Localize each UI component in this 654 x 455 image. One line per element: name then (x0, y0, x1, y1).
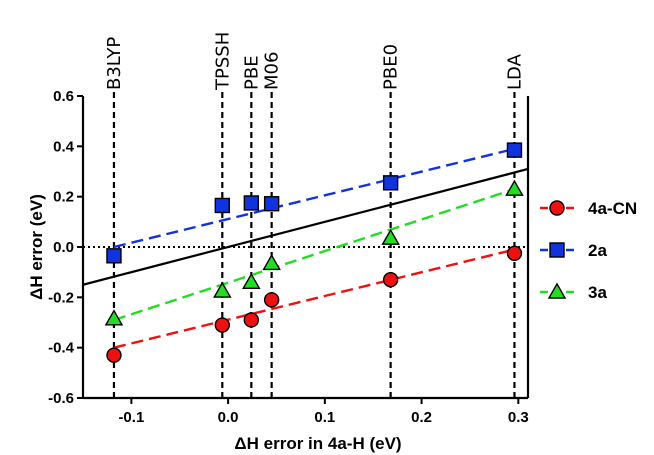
data-point-3a-1 (213, 281, 232, 298)
data-point-4a-cn-2 (243, 312, 260, 328)
fit-line-4a-cn (113, 248, 515, 349)
data-point-3a-4 (381, 228, 400, 245)
y-tick-label: 0.4 (53, 138, 75, 155)
y-tick-label: 0.6 (53, 88, 74, 105)
data-point-2a-5 (506, 142, 523, 158)
method-label-pbe: PBE (241, 55, 262, 90)
data-point-3a-2 (242, 272, 261, 289)
legend-marker-3a (547, 282, 567, 299)
method-label-m06: M06 (262, 52, 283, 90)
legend-label-4a-cn: 4a-CN (588, 199, 637, 218)
method-lines-layer: B3LYP TPSSH PBE M06 PBE0 LDA (104, 32, 525, 398)
method-label-lda: LDA (504, 53, 525, 90)
data-points-layer (104, 142, 524, 363)
data-point-4a-cn-1 (214, 317, 231, 333)
legend-label-3a: 3a (588, 283, 607, 302)
legend-marker-2a (549, 242, 565, 258)
axes-layer: -0.6 -0.4 -0.2 0.0 0.2 0.4 0.6 -0.1 0.0 0.1 0.2 0.3 (48, 88, 530, 426)
fit-line-3a (113, 187, 515, 322)
y-tick-label: 0.0 (53, 239, 74, 256)
data-point-3a-5 (505, 179, 524, 196)
method-label-b3lyp: B3LYP (104, 37, 125, 90)
y-tick-label: -0.2 (48, 289, 74, 306)
data-point-2a-2 (243, 195, 260, 211)
data-point-2a-0 (106, 248, 122, 264)
x-tick-label: 0.0 (218, 409, 239, 426)
method-label-pbe0: PBE0 (381, 44, 402, 90)
x-tick-label: 0.1 (314, 409, 335, 426)
y-axis-title: ΔH error (eV) (27, 194, 46, 300)
data-point-4a-cn-5 (506, 245, 523, 261)
legend-label-2a: 2a (588, 241, 607, 260)
y-tick-label: -0.6 (48, 390, 74, 407)
fit-line-2a (113, 147, 515, 249)
data-point-2a-3 (263, 196, 280, 212)
y-tick-label: 0.2 (53, 189, 74, 206)
x-axis-title: ΔH error in 4a-H (eV) (234, 434, 401, 453)
data-point-2a-1 (214, 197, 231, 214)
x-tick-label: -0.1 (118, 409, 144, 426)
data-point-4a-cn-0 (106, 347, 122, 363)
legend-marker-4a-cn (549, 200, 565, 216)
y-tick-label: -0.4 (48, 340, 75, 357)
method-label-tpssh: TPSSH (212, 32, 233, 91)
identity-line (82, 167, 529, 286)
data-point-3a-0 (104, 309, 124, 326)
fit-lines-layer (113, 147, 515, 349)
x-tick-label: 0.2 (411, 409, 432, 426)
legend: 4a-CN 2a 3a (540, 199, 637, 302)
identity-line-layer (82, 167, 529, 286)
data-point-3a-3 (262, 253, 281, 271)
data-point-2a-4 (382, 175, 399, 191)
data-point-4a-cn-4 (382, 272, 399, 288)
x-tick-label: 0.3 (508, 409, 529, 426)
data-point-4a-cn-3 (263, 292, 280, 308)
